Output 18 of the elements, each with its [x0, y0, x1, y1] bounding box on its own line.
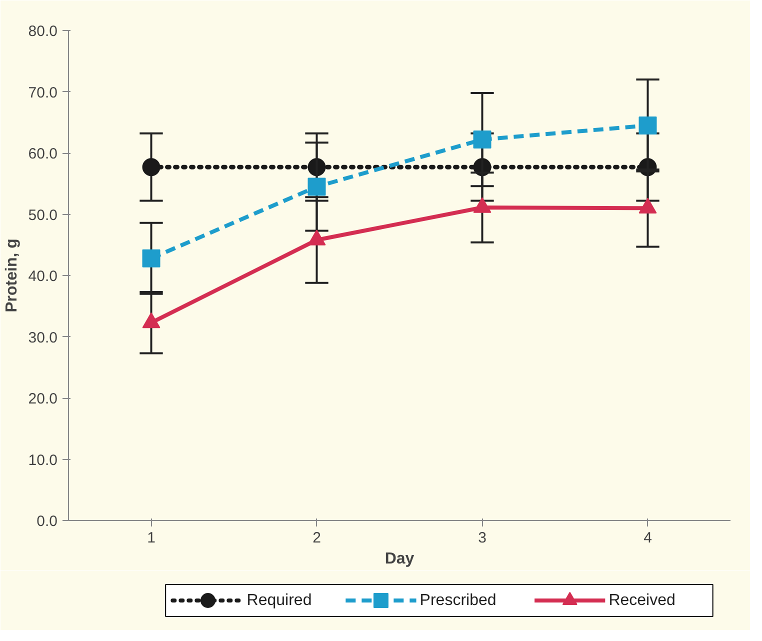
y-tick-label: 60.0: [28, 146, 58, 162]
x-tick-label: 4: [644, 530, 652, 546]
y-tick-label: 20.0: [28, 390, 58, 408]
legend-label: Prescribed: [420, 592, 496, 609]
y-tick-label: 80.0: [28, 23, 58, 40]
y-tick-label: 40.0: [28, 268, 58, 285]
y-tick-label: 10.0: [28, 452, 58, 469]
y-tick-label: 70.0: [28, 84, 58, 102]
y-tick-label: 30.0: [28, 329, 58, 346]
x-tick-label: 3: [478, 530, 486, 546]
y-axis-title: Protein, g: [3, 238, 20, 312]
x-tick-label: 1: [147, 530, 156, 546]
x-axis-title: Day: [384, 550, 414, 568]
y-tick-label: 0.0: [36, 513, 58, 530]
legend-label: Required: [246, 592, 312, 609]
y-tick-label: 50.0: [28, 206, 58, 224]
x-tick-label: 2: [312, 530, 321, 546]
legend-label: Received: [608, 592, 676, 609]
